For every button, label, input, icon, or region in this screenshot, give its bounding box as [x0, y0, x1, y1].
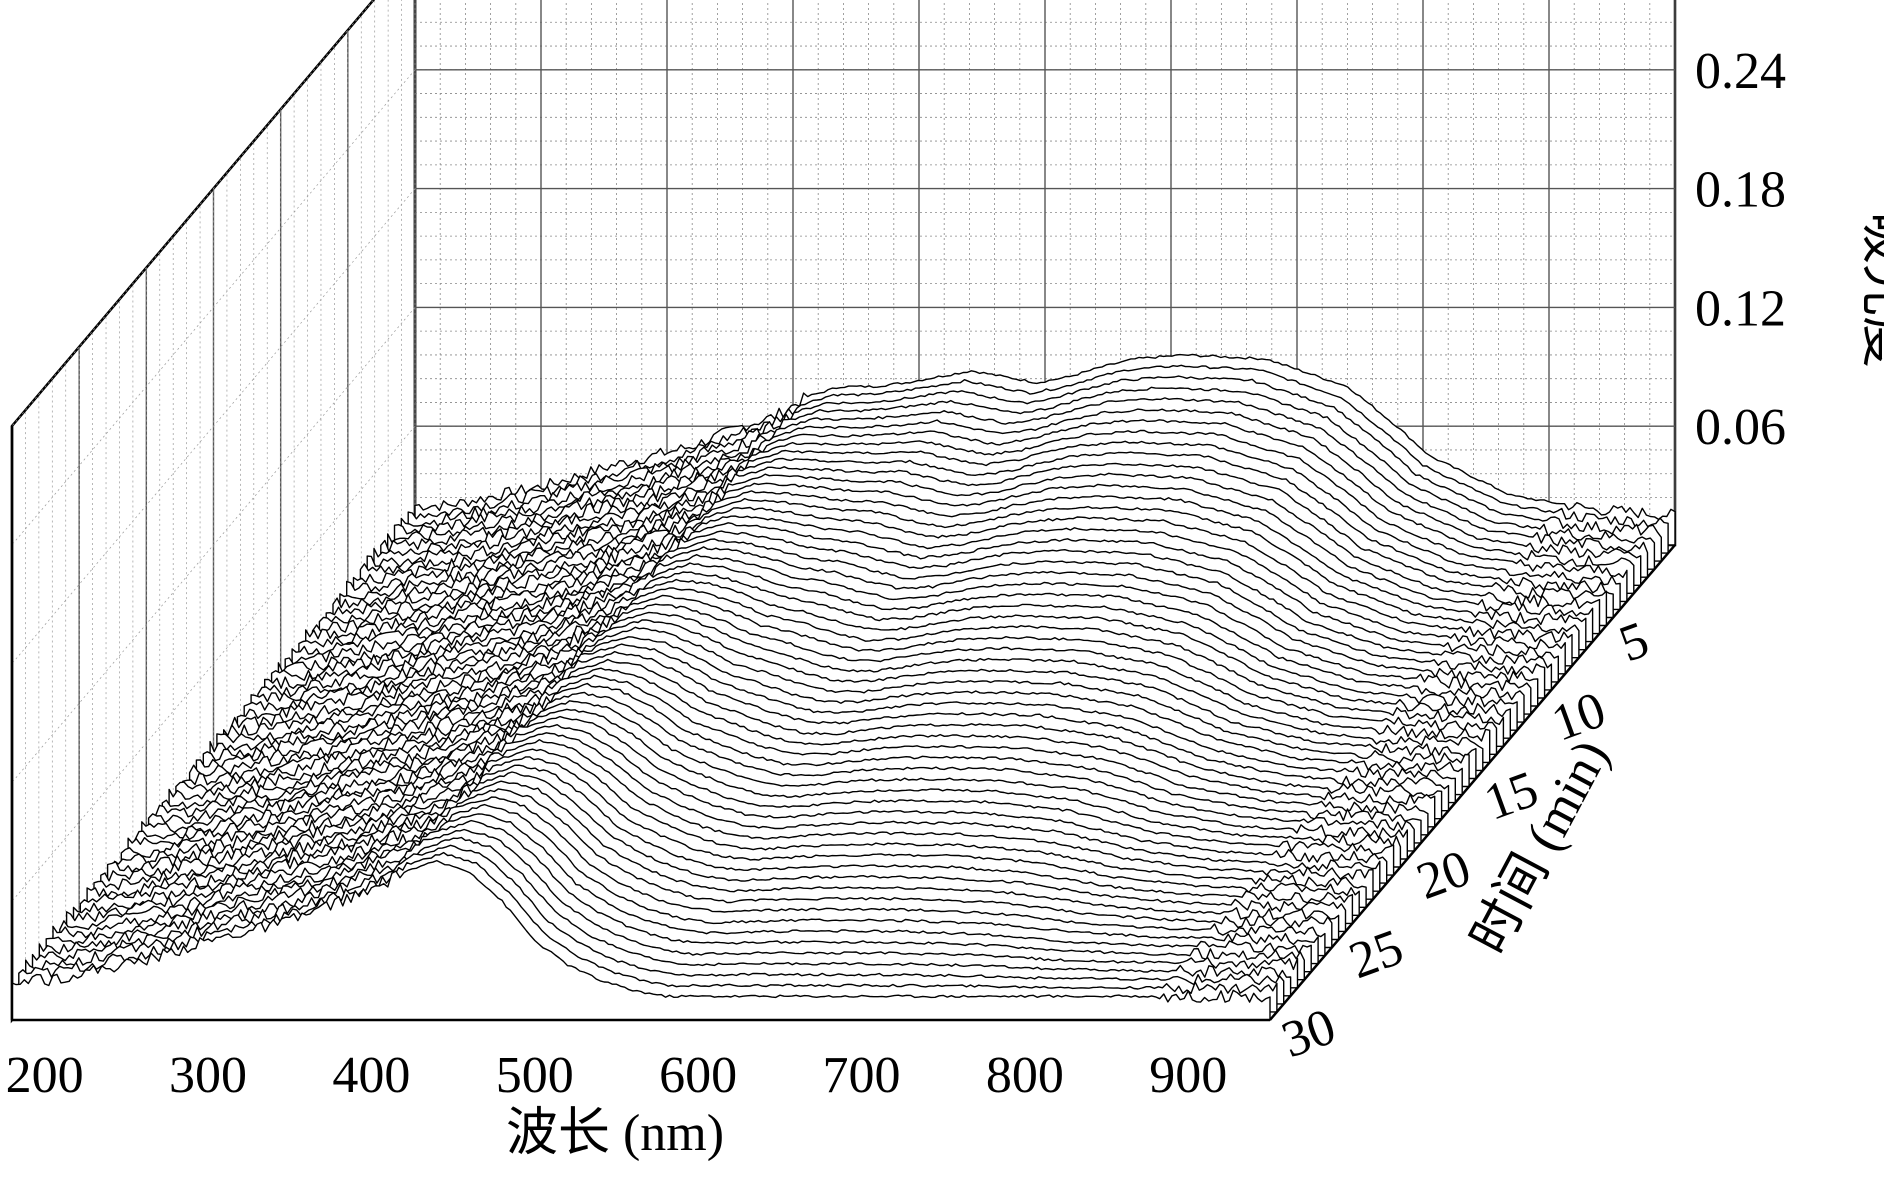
- x-axis-label: 波长 (nm): [506, 1105, 724, 1162]
- x-tick-label: 900: [1149, 1047, 1227, 1104]
- series-line: [11, 859, 1271, 1021]
- depth-tick-label: 20: [1410, 840, 1478, 911]
- x-tick-label: 400: [332, 1047, 410, 1104]
- z-tick-label: 0.24: [1695, 43, 1786, 100]
- x-tick-label: 200: [6, 1047, 84, 1104]
- depth-axis-label: 时间 (min): [1461, 731, 1620, 963]
- side-grid-h: [11, 425, 416, 902]
- depth-axis-line: [1269, 544, 1676, 1021]
- side-grid-h: [11, 307, 416, 783]
- depth-tick-label: 25: [1342, 919, 1410, 990]
- series-lines: [11, 353, 1676, 1021]
- side-grid-h: [11, 188, 416, 664]
- depth-tick-label: 5: [1612, 611, 1656, 673]
- x-tick-label: 500: [496, 1047, 574, 1104]
- depth-tick-label: 30: [1275, 998, 1343, 1069]
- x-tick-label: 300: [169, 1047, 247, 1104]
- z-axis-label: 吸光度: [1856, 212, 1884, 368]
- x-tick-label: 700: [823, 1047, 901, 1104]
- depth-tick-label: 10: [1545, 681, 1613, 752]
- x-tick-label: 800: [986, 1047, 1064, 1104]
- side-grid-h: [11, 69, 416, 546]
- z-tick-label: 0.12: [1695, 280, 1786, 337]
- z-tick-label: 0.18: [1695, 162, 1786, 219]
- side-grid-h: [11, 0, 374, 427]
- z-tick-label: 0.06: [1695, 399, 1786, 456]
- chart-floor: [10, 426, 1676, 1022]
- x-tick-label: 600: [659, 1047, 737, 1104]
